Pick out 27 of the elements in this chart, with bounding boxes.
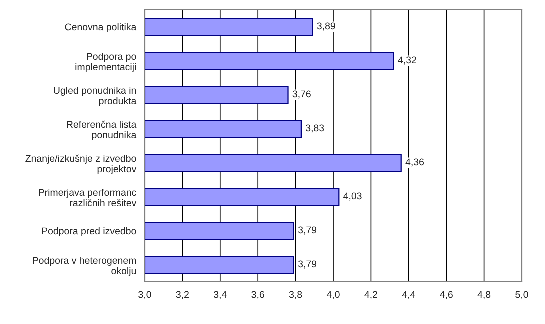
data-label: 3,83: [306, 124, 324, 133]
x-tick-label: 4,0: [326, 291, 340, 300]
x-tick-label: 3,4: [214, 291, 227, 300]
y-tick-label: Podpora pred izvedbo: [42, 227, 136, 237]
data-label: 4,32: [398, 56, 416, 65]
data-label: 4,03: [344, 192, 362, 201]
x-tick-label: 4,8: [478, 291, 491, 300]
y-tick-label: Podpora po implementaciji: [76, 52, 136, 72]
y-tick-label: Znanje/izkušnje z izvedbo projektov: [26, 154, 137, 174]
y-tick-label: Primerjava performanc različnih rešitev: [39, 188, 137, 207]
x-tick-label: 3,6: [252, 291, 264, 300]
data-label: 3,79: [298, 260, 317, 269]
x-tick-label: 4,6: [440, 291, 453, 300]
y-tick-label: Podpora v heterogenem okolju: [33, 256, 136, 276]
data-label: 4,36: [406, 158, 424, 167]
y-tick-label: Ugled ponudnika in produkta: [54, 86, 137, 106]
x-tick-label: 4,4: [402, 291, 416, 300]
y-tick-label: Cenovna politika: [65, 23, 137, 33]
data-label: 3,76: [292, 90, 311, 99]
x-tick-label: 3,2: [176, 291, 189, 300]
x-tick-label: 5,0: [516, 291, 528, 300]
data-label: 3,79: [298, 226, 317, 235]
x-tick-label: 4,2: [364, 291, 378, 300]
y-tick-label: Referenčna lista ponudnika: [67, 120, 137, 140]
x-tick-label: 3,0: [138, 291, 152, 300]
data-label: 3,89: [317, 22, 336, 31]
x-tick-label: 3,8: [289, 291, 302, 300]
